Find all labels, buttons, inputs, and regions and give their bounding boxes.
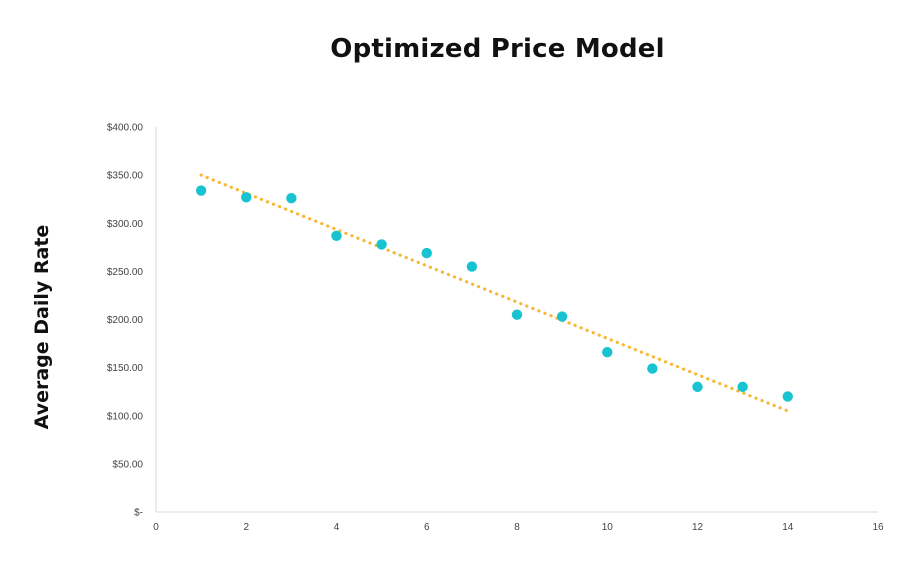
x-tick-label: 12 — [692, 522, 704, 533]
axes — [155, 127, 878, 513]
data-point — [286, 193, 297, 204]
trendline-layer — [199, 173, 790, 413]
data-point — [647, 363, 658, 374]
data-point — [421, 247, 432, 259]
x-tick-label: 14 — [782, 522, 794, 533]
trendline — [199, 173, 790, 413]
y-tick-label: $400.00 — [107, 123, 144, 134]
data-point — [692, 381, 703, 393]
chart-title: Optimized Price Model — [330, 34, 665, 64]
y-tick-label: $- — [134, 508, 143, 519]
x-tick-label: 6 — [424, 522, 430, 533]
data-point — [602, 347, 613, 358]
tick-labels: $- $50.00 $100.00 $150.00 $200.00 $250.00 $300… — [107, 123, 884, 534]
y-tick-label: $350.00 — [107, 171, 144, 182]
data-point — [737, 381, 748, 393]
x-tick-label: 16 — [872, 522, 884, 533]
data-point — [466, 261, 478, 272]
data-point — [195, 185, 207, 196]
x-tick-label: 8 — [514, 522, 520, 533]
y-tick-label: $200.00 — [107, 315, 144, 326]
x-tick-label: 2 — [243, 522, 249, 533]
y-tick-label: $100.00 — [107, 411, 144, 422]
y-tick-label: $300.00 — [107, 219, 144, 230]
y-tick-label: $50.00 — [112, 459, 143, 470]
x-tick-label: 0 — [153, 522, 159, 533]
data-points — [195, 185, 793, 402]
data-point — [376, 239, 387, 250]
data-point — [331, 230, 342, 241]
y-tick-label: $150.00 — [107, 363, 144, 374]
data-point — [556, 311, 568, 322]
data-point — [782, 391, 793, 402]
x-tick-label: 10 — [602, 522, 614, 533]
x-tick-label: 4 — [334, 522, 340, 533]
data-point — [241, 192, 252, 203]
y-tick-label: $250.00 — [107, 267, 144, 278]
data-point — [511, 309, 523, 320]
